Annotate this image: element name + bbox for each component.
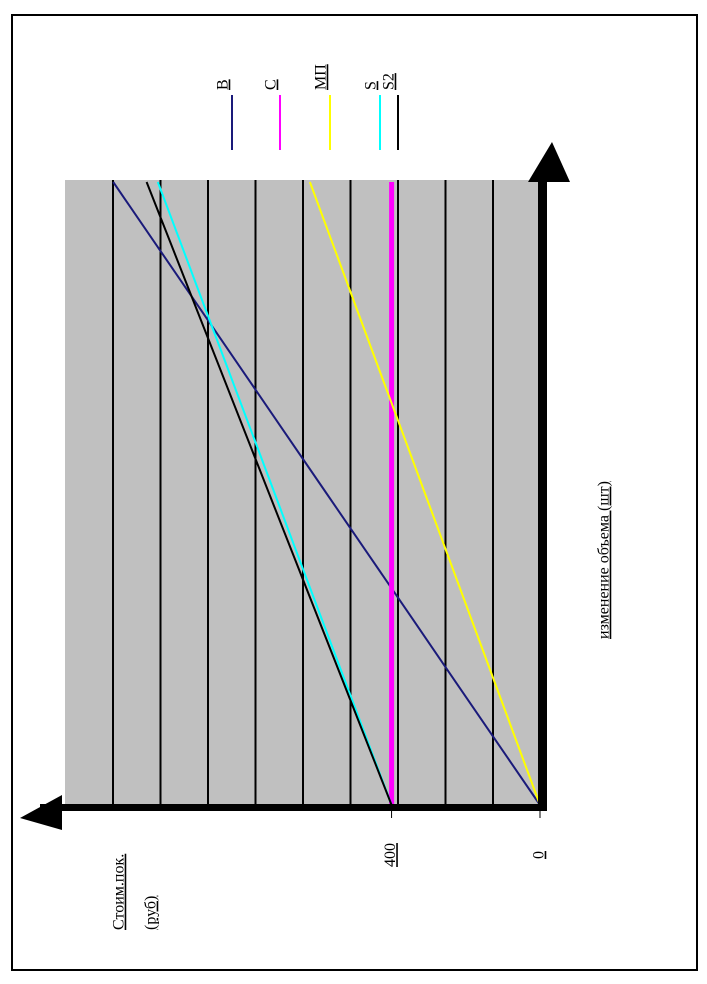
y-axis-arrow bbox=[20, 795, 62, 830]
legend-label: С bbox=[263, 79, 280, 90]
legend-label: S2 bbox=[381, 73, 398, 90]
x-axis-arrow bbox=[528, 142, 570, 182]
y-tick-label: 400 bbox=[382, 843, 399, 867]
y-axis bbox=[40, 804, 547, 811]
y-axis-label: (руб) bbox=[143, 896, 160, 930]
x-axis bbox=[538, 180, 547, 810]
x-axis-label: изменение объема (шт) bbox=[596, 481, 613, 639]
series-line bbox=[308, 181, 541, 806]
legend-label: S bbox=[363, 81, 380, 90]
y-axis-label: Стоим.пок. bbox=[111, 854, 128, 930]
series-line bbox=[156, 181, 393, 806]
series-line bbox=[112, 181, 541, 806]
legend-label: В bbox=[215, 79, 232, 90]
frame bbox=[11, 14, 698, 971]
series-line bbox=[145, 181, 393, 806]
y-tick-label: 0 bbox=[531, 851, 548, 859]
legend-label: МП bbox=[313, 64, 330, 90]
